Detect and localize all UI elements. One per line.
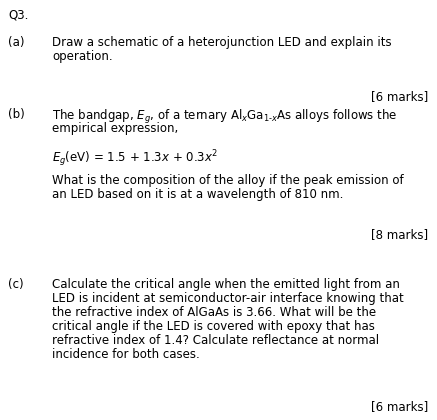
Text: [8 marks]: [8 marks]	[371, 228, 428, 241]
Text: refractive index of 1.4? Calculate reflectance at normal: refractive index of 1.4? Calculate refle…	[52, 334, 379, 347]
Text: the refractive index of AlGaAs is 3.66. What will be the: the refractive index of AlGaAs is 3.66. …	[52, 306, 376, 319]
Text: Q3.: Q3.	[8, 8, 28, 21]
Text: operation.: operation.	[52, 50, 113, 63]
Text: [6 marks]: [6 marks]	[371, 90, 428, 103]
Text: incidence for both cases.: incidence for both cases.	[52, 348, 200, 361]
Text: The bandgap, $\mathit{E}_g$, of a ternary Al$_x$Ga$_{1\text{-}x}$As alloys follo: The bandgap, $\mathit{E}_g$, of a ternar…	[52, 108, 397, 126]
Text: [6 marks]: [6 marks]	[371, 400, 428, 413]
Text: an LED based on it is at a wavelength of 810 nm.: an LED based on it is at a wavelength of…	[52, 188, 343, 201]
Text: LED is incident at semiconductor-air interface knowing that: LED is incident at semiconductor-air int…	[52, 292, 404, 305]
Text: (c): (c)	[8, 278, 24, 291]
Text: Calculate the critical angle when the emitted light from an: Calculate the critical angle when the em…	[52, 278, 400, 291]
Text: (b): (b)	[8, 108, 25, 121]
Text: empirical expression,: empirical expression,	[52, 122, 178, 135]
Text: (a): (a)	[8, 36, 24, 49]
Text: What is the composition of the alloy if the peak emission of: What is the composition of the alloy if …	[52, 174, 404, 187]
Text: Draw a schematic of a heterojunction LED and explain its: Draw a schematic of a heterojunction LED…	[52, 36, 392, 49]
Text: critical angle if the LED is covered with epoxy that has: critical angle if the LED is covered wit…	[52, 320, 375, 333]
Text: $\mathit{E}_g$(eV) = 1.5 + 1.3$\mathit{x}$ + 0.3$\mathit{x}^2$: $\mathit{E}_g$(eV) = 1.5 + 1.3$\mathit{x…	[52, 148, 218, 168]
